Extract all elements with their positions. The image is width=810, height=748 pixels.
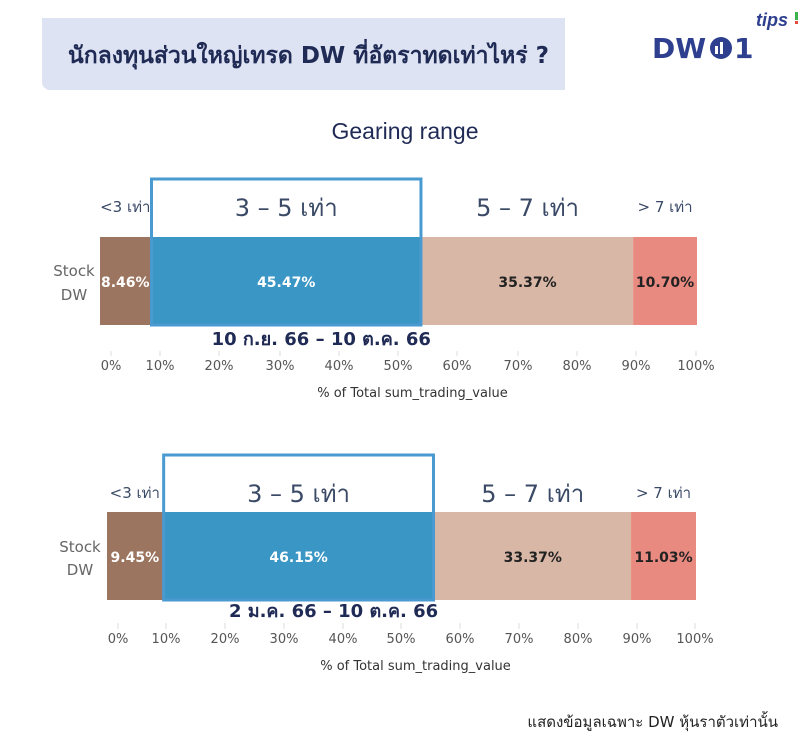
bar-segment-2 <box>150 237 422 325</box>
highlight-box <box>162 453 435 602</box>
bar-value-label: 10.70% <box>636 275 694 291</box>
row-label-line2: DW <box>67 561 94 579</box>
tips-brand: tips <box>756 10 789 30</box>
x-axis-label: % of Total sum_trading_value <box>317 386 508 401</box>
bar-segment-3 <box>434 512 632 600</box>
period-label: 10 ก.ย. 66 – 10 ต.ค. 66 <box>212 329 431 350</box>
x-tick-label: 10% <box>152 632 181 647</box>
x-tick-label: 100% <box>676 632 713 647</box>
x-tick-label: 40% <box>325 359 354 374</box>
x-tick-label: 0% <box>108 632 129 647</box>
category-label: 5 – 7 เท่า <box>481 480 584 508</box>
category-label: 3 – 5 เท่า <box>235 194 338 222</box>
category-label: > 7 เท่า <box>638 198 693 216</box>
x-tick-label: 70% <box>505 632 534 647</box>
x-tick-label: 90% <box>623 632 652 647</box>
row-label-line1: Stock <box>53 262 95 280</box>
x-tick-label: 60% <box>446 632 475 647</box>
gearing-charts: 8.46% 45.47% 35.37% 10.70% <3 เท่า 3 – 5 เท่า… <box>53 177 715 674</box>
bar-value-label: 33.37% <box>504 550 562 566</box>
bar-value-label: 35.37% <box>498 275 556 291</box>
bar-segment-4 <box>633 237 697 325</box>
row-label-line2: DW <box>61 286 88 304</box>
x-tick-label: 60% <box>443 359 472 374</box>
x-tick-label: 100% <box>677 359 714 374</box>
x-tick-label: 50% <box>384 359 413 374</box>
category-label: 5 – 7 เท่า <box>476 194 579 222</box>
chart-title: Gearing range <box>331 118 479 144</box>
bar-value-label: 9.45% <box>111 550 160 566</box>
category-label: > 7 เท่า <box>636 484 691 502</box>
category-label: <3 เท่า <box>100 198 150 216</box>
bar-segment-3 <box>421 237 634 325</box>
bar-value-label: 45.47% <box>257 275 315 291</box>
bar-segment-4 <box>631 512 696 600</box>
x-tick-label: 80% <box>563 359 592 374</box>
x-tick-label: 80% <box>564 632 593 647</box>
bar-segment-1 <box>107 512 163 600</box>
x-tick-label: 30% <box>270 632 299 647</box>
page-title: นักลงทุนส่วนใหญ่เทรด DW ที่อัตราทดเท่าไห… <box>68 43 549 69</box>
x-tick-label: 0% <box>101 359 122 374</box>
period-label: 2 ม.ค. 66 – 10 ต.ค. 66 <box>229 601 438 622</box>
x-tick-label: 40% <box>329 632 358 647</box>
x-tick-label: 30% <box>266 359 295 374</box>
x-tick-label: 50% <box>387 632 416 647</box>
x-tick-label: 10% <box>146 359 175 374</box>
logo-text-1: 1 <box>734 32 753 65</box>
header-banner: นักลงทุนส่วนใหญ่เทรด DW ที่อัตราทดเท่าไห… <box>42 18 565 90</box>
x-tick-label: 20% <box>211 632 240 647</box>
tips-exclaim-icon <box>795 12 798 24</box>
x-tick-label: 90% <box>622 359 651 374</box>
footnote: แสดงข้อมูลเฉพาะ DW หุ้นราตัวเท่านั้น <box>527 713 778 731</box>
x-tick-label: 20% <box>205 359 234 374</box>
x-axis-label: % of Total sum_trading_value <box>320 659 511 674</box>
dw01-logo: DW 1 <box>652 32 753 65</box>
highlight-box <box>150 177 423 327</box>
x-tick-label: 70% <box>504 359 533 374</box>
bar-segment-1 <box>100 237 151 325</box>
bar-value-label: 8.46% <box>101 275 150 291</box>
logo-text-dw: DW <box>652 32 706 65</box>
category-label: 3 – 5 เท่า <box>247 480 350 508</box>
row-label-line1: Stock <box>59 538 101 556</box>
bar-value-label: 11.03% <box>634 550 692 566</box>
bar-segment-2 <box>162 512 435 600</box>
category-label: <3 เท่า <box>110 484 160 502</box>
bar-value-label: 46.15% <box>269 550 327 566</box>
